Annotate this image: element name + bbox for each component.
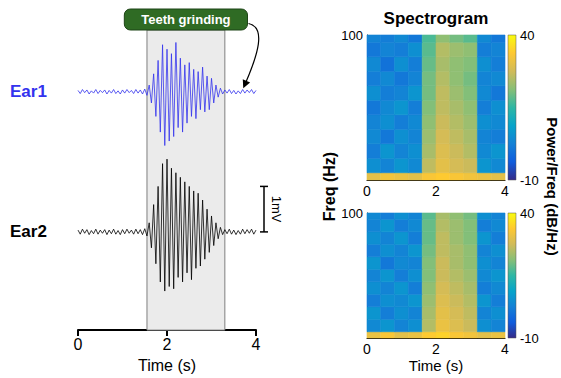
svg-text:-10: -10 [520, 173, 539, 188]
svg-text:0: 0 [363, 341, 371, 357]
svg-text:0: 0 [363, 183, 371, 199]
svg-text:2: 2 [432, 341, 440, 357]
svg-text:Power/Freq (dB/Hz): Power/Freq (dB/Hz) [544, 117, 561, 255]
svg-text:4: 4 [252, 336, 261, 353]
svg-text:2: 2 [432, 183, 440, 199]
svg-text:40: 40 [520, 28, 534, 43]
svg-text:1mV: 1mV [269, 196, 284, 223]
svg-text:40: 40 [520, 206, 534, 221]
svg-text:4: 4 [501, 183, 509, 199]
svg-text:2: 2 [163, 336, 172, 353]
svg-text:Ear2: Ear2 [10, 222, 47, 241]
svg-text:Time (s): Time (s) [409, 357, 463, 374]
svg-text:Teeth grinding: Teeth grinding [141, 12, 230, 27]
svg-text:Ear1: Ear1 [10, 82, 47, 101]
svg-text:0: 0 [74, 336, 83, 353]
svg-text:Spectrogram: Spectrogram [384, 9, 489, 28]
svg-text:100: 100 [341, 206, 363, 221]
svg-text:Time (s): Time (s) [138, 357, 196, 374]
svg-text:Freq (Hz): Freq (Hz) [321, 152, 338, 221]
svg-text:-10: -10 [520, 331, 539, 346]
svg-text:100: 100 [341, 28, 363, 43]
svg-text:4: 4 [501, 341, 509, 357]
